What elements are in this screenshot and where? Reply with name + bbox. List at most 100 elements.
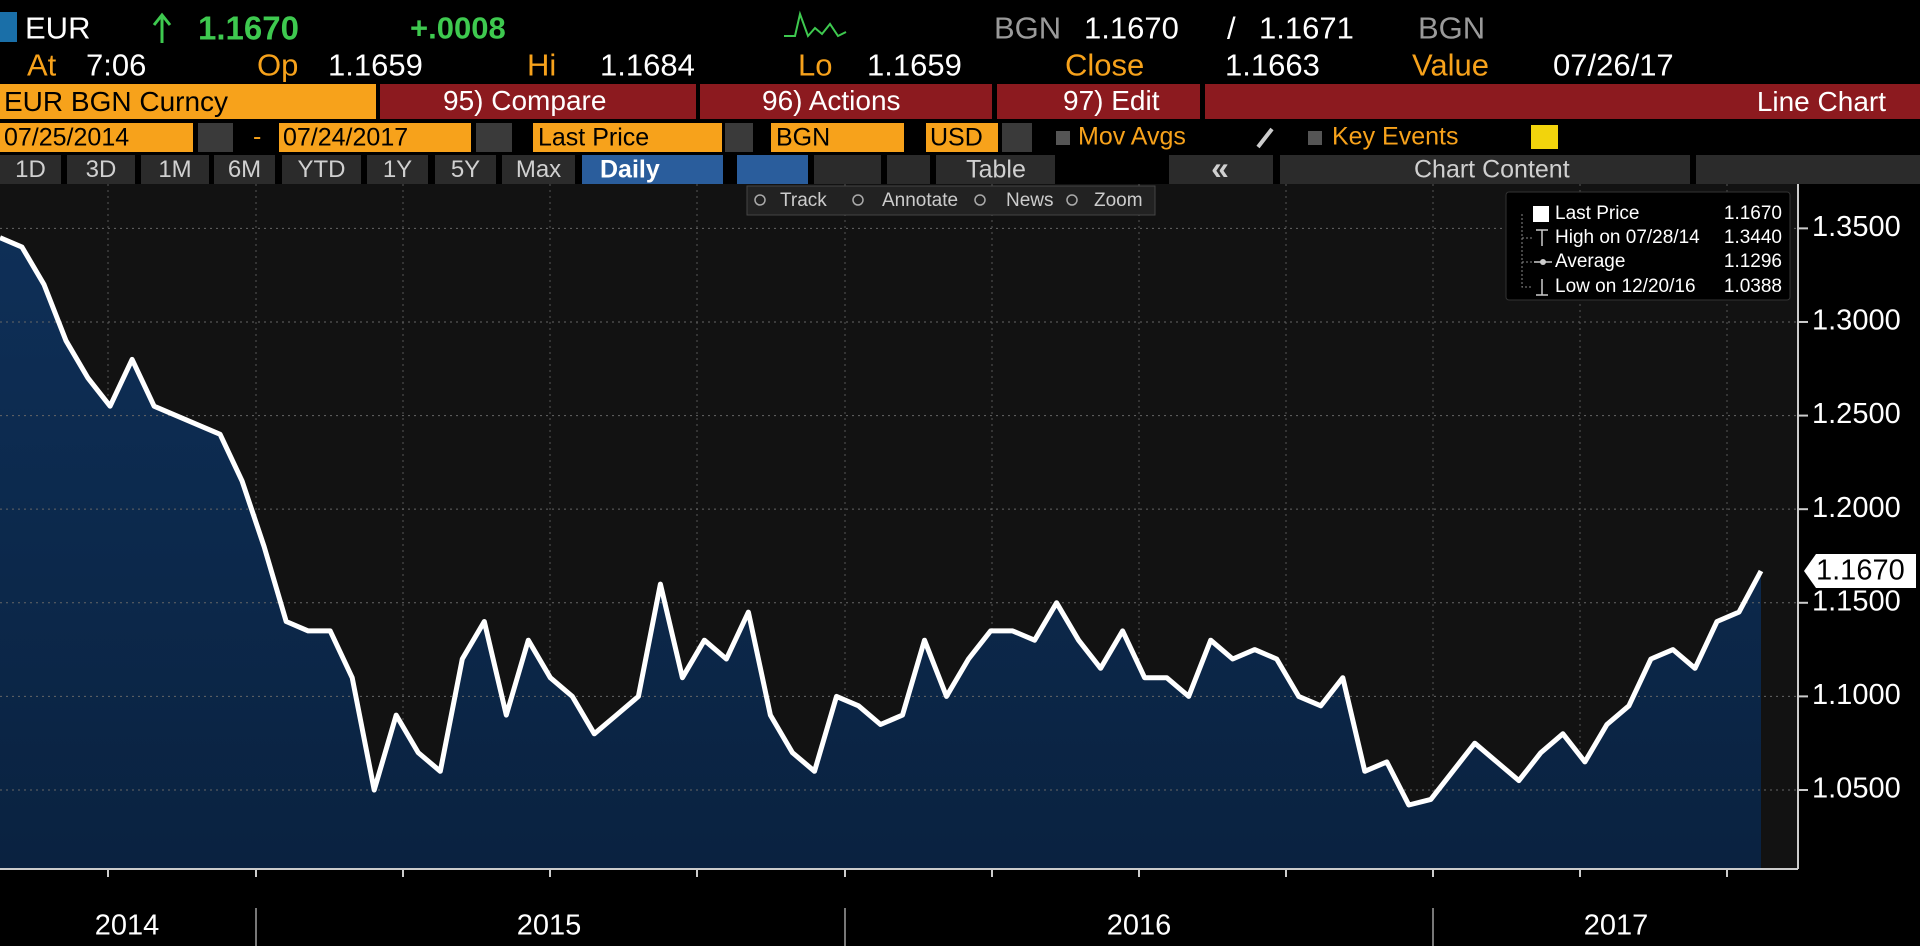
legend-value: 1.1296 <box>1724 251 1782 272</box>
high-icon <box>1536 229 1548 246</box>
settings-button[interactable] <box>1696 155 1920 184</box>
tool-label[interactable]: News <box>1006 190 1054 211</box>
y-tick-label: 1.2500 <box>1812 398 1901 430</box>
line-style-button[interactable] <box>737 155 808 184</box>
tool-icon <box>1066 194 1078 206</box>
start-date-field[interactable] <box>0 123 193 152</box>
currency-dropdown[interactable] <box>1002 123 1032 152</box>
period-label: 1D <box>15 156 46 183</box>
source: BGN <box>776 123 831 152</box>
start-date: 07/25/2014 <box>4 123 130 152</box>
sparkline-icon <box>784 10 847 38</box>
actions-button[interactable] <box>700 84 992 119</box>
bid-source: BGN <box>994 10 1062 46</box>
chart-content-label: Chart Content <box>1414 155 1570 184</box>
chart-content-button[interactable] <box>1280 155 1690 184</box>
quote-label: Op <box>257 47 299 83</box>
legend-name: Low on 12/20/16 <box>1555 276 1696 297</box>
quote-label: Lo <box>798 47 833 83</box>
pencil-icon <box>1256 127 1274 149</box>
bid: 1.1670 <box>1084 10 1179 46</box>
y-tick-label: 1.0500 <box>1812 773 1901 805</box>
field: Last Price <box>538 123 650 152</box>
collapse-button[interactable] <box>1169 155 1273 184</box>
info-icon[interactable] <box>1531 125 1558 149</box>
area-fill <box>0 237 1761 869</box>
quote-value: 07/26/17 <box>1553 47 1674 83</box>
period-label: Max <box>515 156 562 183</box>
period-label: 1Y <box>382 156 413 183</box>
period-label: YTD <box>297 156 346 183</box>
compare-label: 95) Compare <box>443 85 607 116</box>
legend-value: 1.1670 <box>1724 203 1782 224</box>
currency: USD <box>930 123 983 152</box>
legend-name: High on 07/28/14 <box>1555 227 1700 248</box>
tool-label[interactable]: Annotate <box>882 190 958 211</box>
mov-avgs-label: Mov Avgs <box>1078 122 1186 151</box>
up-arrow-icon <box>152 12 172 43</box>
period-button[interactable] <box>435 155 496 184</box>
end-date: 07/24/2017 <box>283 123 409 152</box>
quote-label: At <box>27 47 57 83</box>
tool-icon <box>974 194 986 206</box>
currency-field[interactable] <box>926 123 998 152</box>
edit-button[interactable] <box>997 84 1200 119</box>
price-line <box>0 235 1764 808</box>
period-button[interactable] <box>0 155 61 184</box>
table-button[interactable] <box>936 155 1055 184</box>
period-button[interactable] <box>214 155 275 184</box>
bid-ask-separator: / <box>1227 10 1236 46</box>
y-tick-label: 1.3500 <box>1812 211 1901 243</box>
frequency-button[interactable] <box>582 155 723 184</box>
quote-value: 7:06 <box>86 47 147 83</box>
security-name: EUR BGN Curncy <box>4 86 229 117</box>
quote-value: 1.1659 <box>867 47 962 83</box>
bar-style-button[interactable] <box>814 155 881 184</box>
y-tick-label: 1.1500 <box>1812 585 1901 617</box>
y-tick-label: 1.3000 <box>1812 305 1901 337</box>
tool-icon <box>852 194 864 206</box>
quote-value: 1.1684 <box>600 47 695 83</box>
style-dropdown[interactable] <box>887 155 930 184</box>
compare-button[interactable] <box>380 84 696 119</box>
key-events-checkbox[interactable] <box>1308 131 1322 145</box>
period-button[interactable] <box>67 155 135 184</box>
field-dropdown[interactable] <box>725 123 753 152</box>
ask-source: BGN <box>1418 10 1486 46</box>
frequency: Daily <box>600 155 660 184</box>
quote-value: 1.1659 <box>328 47 423 83</box>
average-icon-dot <box>1540 259 1546 265</box>
legend-value: 1.0388 <box>1724 276 1782 297</box>
net-change: +.0008 <box>410 10 506 46</box>
actions-label: 96) Actions <box>762 85 901 116</box>
period-label: 3D <box>85 156 117 183</box>
tool-label[interactable]: Track <box>780 190 827 211</box>
field-select[interactable] <box>533 123 722 152</box>
tool-icon <box>754 194 766 206</box>
last-price-tag <box>1804 553 1916 588</box>
calendar-button[interactable] <box>476 123 512 152</box>
low-icon <box>1536 279 1548 296</box>
period-button[interactable] <box>502 155 575 184</box>
chart-type: Line Chart <box>1756 86 1886 117</box>
end-date-field[interactable] <box>279 123 471 152</box>
quote-label: Value <box>1412 47 1489 83</box>
period-button[interactable] <box>282 155 361 184</box>
mov-avgs-checkbox[interactable] <box>1056 131 1070 145</box>
x-axis-label: 2017 <box>1584 910 1649 942</box>
legend-name: Average <box>1555 251 1625 272</box>
legend-value: 1.3440 <box>1724 227 1782 248</box>
source-field[interactable] <box>771 123 904 152</box>
legend-swatch <box>1533 206 1549 222</box>
calendar-button[interactable] <box>198 123 233 152</box>
period-button[interactable] <box>141 155 209 184</box>
last-price: 1.1670 <box>198 9 299 47</box>
legend-name: Last Price <box>1555 203 1639 224</box>
table-label: Table <box>966 155 1026 184</box>
tool-label[interactable]: Zoom <box>1094 190 1143 211</box>
period-button[interactable] <box>367 155 428 184</box>
quote-label: Hi <box>527 47 557 83</box>
legend-tree <box>1521 214 1532 288</box>
